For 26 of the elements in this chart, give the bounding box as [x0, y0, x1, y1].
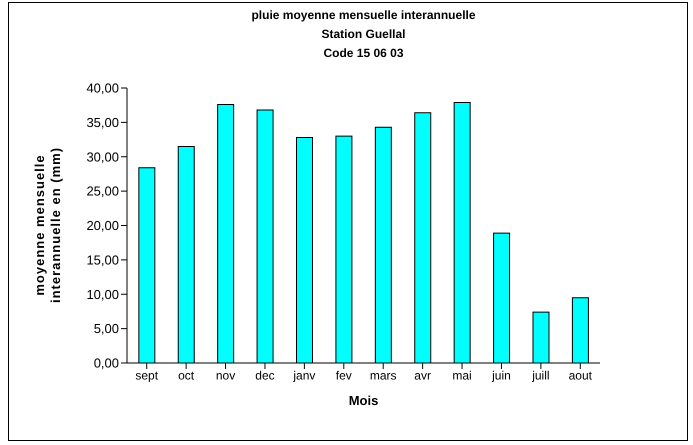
x-tick-label: fev	[336, 368, 352, 383]
y-tick-label: 15,00	[86, 252, 119, 268]
x-tick-label: oct	[178, 368, 195, 383]
y-axis-title: moyenne mensuelle interannuelle en (mm)	[32, 146, 63, 304]
x-tick-label: avr	[414, 368, 431, 383]
x-tick-label: juin	[491, 368, 511, 383]
text: Code 15 06 03	[322, 45, 405, 62]
x-axis-title: Mois	[348, 393, 378, 408]
x-tick-label: sept	[135, 368, 159, 383]
x-tick-label: mars	[370, 368, 397, 383]
y-tick-label: 25,00	[86, 184, 119, 199]
y-tick-label: 10,00	[86, 286, 119, 302]
x-tick-label: nov	[216, 368, 236, 383]
x-tick-label: mai	[452, 368, 472, 383]
y-tick-label: 30,00	[86, 149, 119, 164]
chart-subtitle: Station Guellal	[320, 26, 406, 43]
y-tick-label: 20,00	[86, 218, 119, 234]
x-tick-label: aout	[568, 368, 593, 383]
chart-title: pluie moyenne mensuelle interannuelle	[250, 7, 477, 24]
x-tick-label: dec	[255, 368, 275, 383]
y-tick-label: 5,00	[94, 321, 119, 336]
x-tick-label: juill	[531, 368, 550, 383]
y-tick-label: 0,00	[94, 356, 119, 371]
x-tick-label: janv	[292, 368, 316, 383]
y-tick-label: 35,00	[86, 114, 119, 130]
y-tick-label: 40,00	[86, 80, 119, 96]
